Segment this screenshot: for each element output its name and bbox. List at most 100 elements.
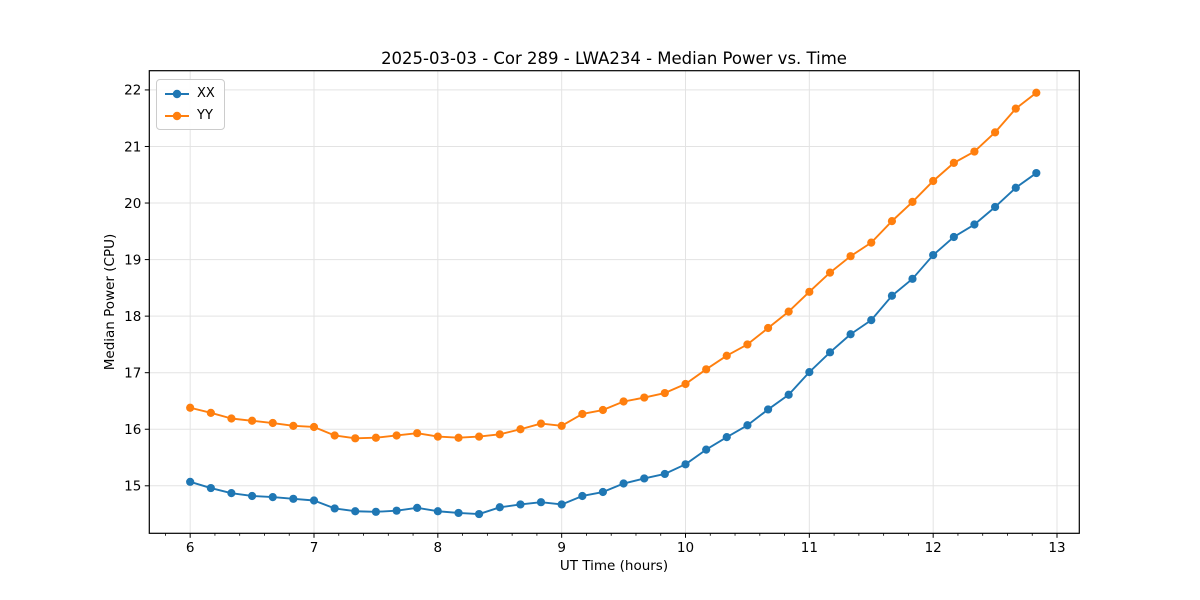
data-point-YY xyxy=(908,197,917,207)
x-tick-label: 7 xyxy=(310,540,319,556)
data-point-XX xyxy=(557,500,566,509)
data-point-YY xyxy=(681,379,690,389)
data-point-XX xyxy=(949,232,958,242)
data-point-XX xyxy=(640,474,649,483)
y-tick-label: 22 xyxy=(124,83,141,99)
data-point-YY xyxy=(578,409,587,419)
x-tick-label: 6 xyxy=(186,540,195,556)
data-point-XX xyxy=(309,496,319,505)
data-point-YY xyxy=(867,238,876,247)
data-point-YY xyxy=(330,431,339,440)
x-tick-label: 11 xyxy=(801,540,818,556)
data-point-XX xyxy=(598,487,608,497)
data-point-YY xyxy=(764,323,773,333)
data-point-XX xyxy=(764,405,773,414)
data-point-YY xyxy=(825,268,835,277)
x-axis-label: UT Time (hours) xyxy=(559,558,669,574)
y-axis-label-text: Median Power (CPU) xyxy=(102,233,118,371)
data-point-XX xyxy=(330,504,339,513)
y-tick-label: 20 xyxy=(124,196,141,212)
y-tick-label: 19 xyxy=(124,252,141,268)
data-point-XX xyxy=(247,491,257,501)
x-tick-label: 12 xyxy=(925,540,942,556)
y-tick-label: 17 xyxy=(124,365,141,381)
data-point-YY xyxy=(371,433,381,442)
data-point-XX xyxy=(908,274,917,283)
data-point-XX xyxy=(371,507,381,516)
data-point-XX xyxy=(825,348,835,357)
data-point-XX xyxy=(206,483,215,493)
data-point-YY xyxy=(743,340,752,349)
data-point-XX xyxy=(1032,168,1041,178)
data-point-YY xyxy=(702,365,711,374)
x-tick-label: 13 xyxy=(1048,540,1065,556)
data-point-XX xyxy=(990,202,1000,212)
data-point-XX xyxy=(805,368,814,377)
data-point-YY xyxy=(495,430,504,439)
x-tick-label: 10 xyxy=(677,540,694,556)
y-tick-label: 18 xyxy=(124,309,141,325)
data-point-XX xyxy=(516,500,525,509)
y-tick-label: 15 xyxy=(124,479,141,495)
series-line-YY xyxy=(189,92,1037,440)
y-tick-label: 16 xyxy=(124,422,141,438)
data-point-XX xyxy=(619,479,628,488)
data-point-XX xyxy=(186,477,195,486)
data-point-YY xyxy=(949,158,958,167)
data-point-YY xyxy=(206,408,215,417)
data-point-XX xyxy=(227,489,236,498)
data-point-XX xyxy=(660,469,669,479)
legend-marker-icon xyxy=(165,111,189,120)
data-point-XX xyxy=(351,507,360,516)
data-point-XX xyxy=(474,509,484,519)
data-point-YY xyxy=(186,403,195,412)
data-point-XX xyxy=(867,315,876,325)
data-point-YY xyxy=(1011,104,1020,113)
data-point-XX xyxy=(887,291,897,300)
legend-item-XX: XX xyxy=(164,84,215,103)
legend-marker-icon xyxy=(165,89,189,98)
data-point-YY xyxy=(887,217,897,226)
data-point-YY xyxy=(929,176,938,186)
data-point-XX xyxy=(413,503,422,512)
data-point-YY xyxy=(433,432,442,441)
data-point-YY xyxy=(227,414,236,423)
data-point-YY xyxy=(392,431,401,440)
legend: XX YY xyxy=(156,79,225,130)
data-point-YY xyxy=(990,128,1000,137)
data-point-YY xyxy=(351,434,360,443)
data-point-YY xyxy=(660,388,669,398)
data-point-YY xyxy=(557,421,566,430)
data-point-XX xyxy=(495,503,504,512)
data-point-YY xyxy=(289,421,298,430)
data-point-XX xyxy=(846,330,855,339)
legend-item-YY: YY xyxy=(164,106,215,125)
data-point-XX xyxy=(929,250,938,260)
series-line-XX xyxy=(189,172,1037,516)
data-point-YY xyxy=(970,147,979,156)
data-point-YY xyxy=(722,351,731,360)
legend-label: XX xyxy=(197,85,215,101)
data-point-XX xyxy=(1011,183,1020,192)
data-point-YY xyxy=(1032,88,1041,97)
data-point-YY xyxy=(640,393,649,402)
data-point-XX xyxy=(722,433,731,442)
chart-title: 2025-03-03 - Cor 289 - LWA234 - Median P… xyxy=(381,49,847,68)
data-point-XX xyxy=(536,498,546,507)
x-tick-label: 9 xyxy=(557,540,566,556)
data-point-XX xyxy=(743,421,752,430)
y-tick-label: 21 xyxy=(124,139,141,155)
data-point-XX xyxy=(433,507,442,516)
data-point-YY xyxy=(474,432,484,441)
data-point-YY xyxy=(516,425,525,434)
data-point-YY xyxy=(309,422,319,432)
data-point-XX xyxy=(681,460,690,469)
data-point-YY xyxy=(619,397,628,406)
data-point-YY xyxy=(536,419,546,428)
data-point-XX xyxy=(268,493,277,502)
data-point-YY xyxy=(784,307,793,316)
data-point-XX xyxy=(970,220,979,229)
data-point-YY xyxy=(805,287,814,296)
